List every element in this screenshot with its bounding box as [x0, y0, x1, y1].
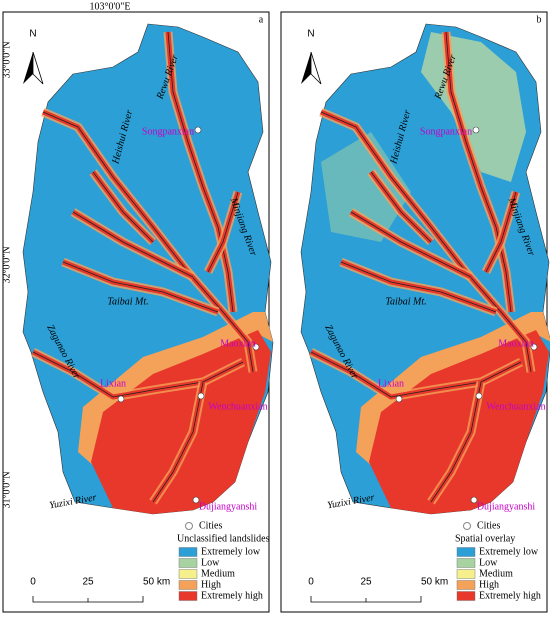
city-dot — [395, 395, 403, 403]
latitude-label: 31°0'0"N — [1, 471, 12, 508]
city-label: Songpanxian — [420, 126, 472, 137]
north-arrow-half — [32, 51, 44, 85]
river-line — [310, 351, 522, 398]
legend-class: Medium — [201, 568, 235, 579]
city-label: Maoxian — [220, 338, 256, 349]
city-dot — [470, 496, 478, 504]
legend-class: Medium — [479, 568, 513, 579]
river-line — [445, 31, 512, 313]
legend-swatch — [456, 580, 476, 590]
overlay-low — [321, 132, 411, 242]
longitude-label: 103°0'0"E — [90, 1, 131, 12]
city-label: Songpanxian — [142, 126, 194, 137]
north-arrow-half — [310, 51, 322, 85]
city-label: Maoxian — [498, 338, 534, 349]
legend-swatch — [178, 591, 198, 601]
legend-title: Spatial overlay — [455, 533, 515, 544]
legend-class: Extremely low — [479, 546, 539, 557]
legend-city-symbol — [185, 522, 193, 530]
scale-label: 50 km — [421, 577, 448, 588]
legend-swatch — [178, 558, 198, 568]
legend-cities: Cities — [477, 520, 500, 531]
legend-title: Unclassified landslides — [177, 533, 270, 544]
legend-class: Low — [201, 557, 220, 568]
city-dot — [530, 343, 538, 351]
legend-swatch — [456, 558, 476, 568]
river-line — [207, 191, 239, 273]
north-label: N — [307, 29, 314, 40]
river-line — [370, 171, 432, 243]
river-line — [350, 211, 472, 278]
city-label: Dujiangyanshi — [477, 501, 536, 512]
city-label: Dujiangyanshi — [199, 501, 258, 512]
river-line — [32, 351, 244, 398]
latitude-label: 32°0'0"N — [1, 246, 12, 283]
city-dot — [472, 126, 480, 134]
river-line — [72, 211, 194, 278]
city-dot — [117, 395, 125, 403]
latitude-label: 33°0'0"N — [1, 41, 12, 78]
scale-label: 50 km — [143, 577, 170, 588]
river-line — [485, 191, 517, 273]
scale-label: 0 — [30, 577, 36, 588]
city-label: Wenchuanxian — [208, 401, 267, 412]
river-line — [430, 381, 482, 503]
city-dot — [192, 496, 200, 504]
city-dot — [194, 126, 202, 134]
north-label: N — [29, 29, 36, 40]
river-line — [340, 261, 497, 313]
panel-frame — [2, 11, 270, 613]
zone-extreme — [369, 330, 549, 514]
river-line — [92, 171, 154, 243]
legend-swatch — [456, 547, 476, 557]
legend-swatch — [178, 569, 198, 579]
scale-label: 25 — [360, 577, 372, 588]
legend-class: High — [479, 579, 499, 590]
map-area — [22, 23, 274, 515]
city-label: Wenchuanxian — [486, 401, 545, 412]
legend-city-symbol — [463, 522, 471, 530]
city-label: Lixian — [378, 378, 404, 389]
legend-cities: Cities — [199, 520, 222, 531]
mountain-label: Taibai Mt. — [107, 296, 148, 307]
legend-class: Extremely high — [479, 590, 541, 601]
panel-label: a — [259, 14, 264, 25]
legend-class: Extremely low — [201, 546, 261, 557]
river-line — [62, 261, 219, 313]
legend-swatch — [178, 580, 198, 590]
city-dot — [197, 392, 205, 400]
legend-class: Low — [479, 557, 498, 568]
panel-frame — [280, 11, 548, 613]
scale-label: 0 — [308, 577, 314, 588]
legend-swatch — [456, 591, 476, 601]
city-label: Lixian — [100, 378, 126, 389]
river-line — [167, 31, 234, 313]
legend-swatch — [178, 547, 198, 557]
legend-class: High — [201, 579, 221, 590]
legend-swatch — [456, 569, 476, 579]
river-line — [42, 111, 254, 373]
river-line — [152, 381, 204, 503]
city-dot — [475, 392, 483, 400]
map-area — [300, 23, 550, 515]
legend-class: Extremely high — [201, 590, 263, 601]
panel-label: b — [537, 14, 542, 25]
scale-label: 25 — [82, 577, 94, 588]
zone-extreme — [91, 330, 271, 514]
city-dot — [252, 343, 260, 351]
river-line — [320, 111, 532, 373]
mountain-label: Taibai Mt. — [385, 296, 426, 307]
